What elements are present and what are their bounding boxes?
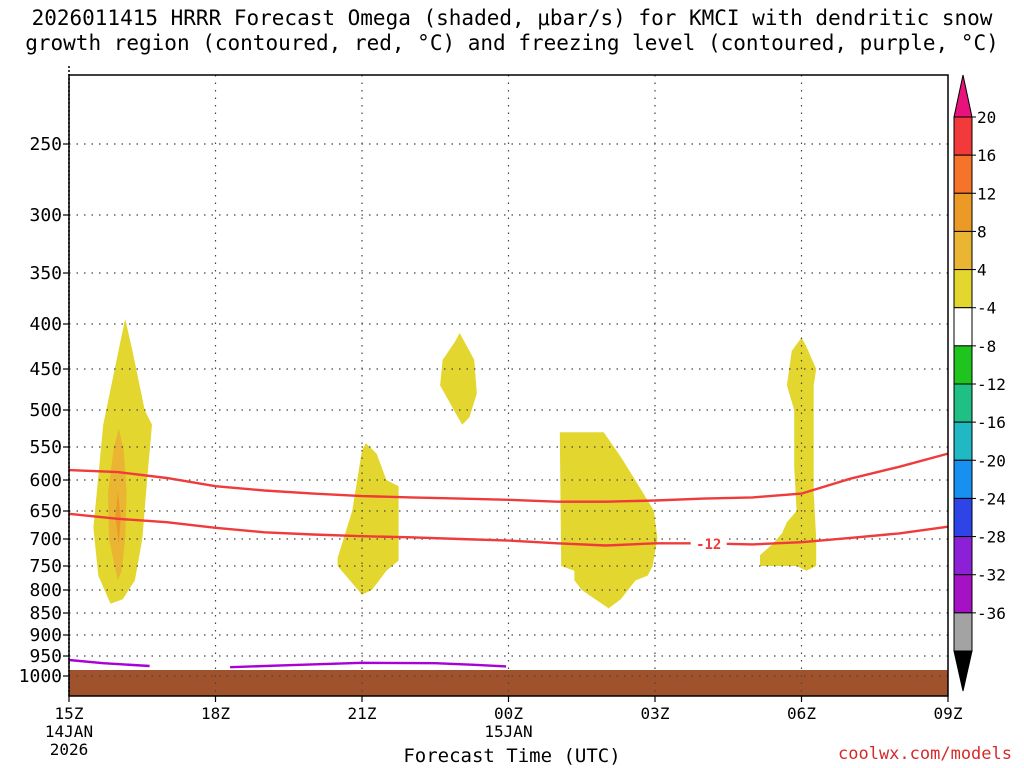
x-tick-label: 09Z [934,704,963,723]
contour-label-bg [690,535,727,551]
colorbar-top-arrow [953,74,973,118]
y-tick-label: 750 [29,556,62,577]
colorbar-swatch [953,421,973,461]
colorbar-label: 8 [977,222,987,241]
colorbar-swatch [953,116,973,156]
y-tick-label: 600 [29,470,62,491]
upward-motion-4-8 [760,337,817,571]
colorbar-swatch [953,192,973,232]
colorbar-swatch [953,497,973,538]
y-tick-label: 950 [29,646,62,667]
colorbar-label: -4 [977,299,996,318]
upward-motion-4-8 [440,333,477,425]
y-tick-label: 300 [29,205,62,226]
y-tick-label: 450 [29,359,62,380]
upward-motion-4-8 [337,443,399,595]
y-tick-label: 700 [29,529,62,550]
x-tick-date-label: 14JAN [45,722,93,741]
colorbar-swatch [953,345,973,385]
x-tick-year-label: 2026 [50,740,89,759]
colorbar-swatch [953,230,973,271]
colorbar-swatch [953,269,973,309]
colorbar-label: -24 [977,489,1006,508]
y-tick-label: 1000 [19,666,62,687]
colorbar-swatch [953,536,973,576]
plot-frame [68,74,949,697]
y-tick-label: 650 [29,501,62,522]
x-tick-date-label: 15JAN [484,722,532,741]
contour-label: -12 [696,537,721,553]
x-axis-title: Forecast Time (UTC) [403,745,621,767]
isotherm-lower-line [68,512,949,547]
y-tick-label: 850 [29,603,62,624]
colorbar-label: -12 [977,375,1006,394]
x-tick-label: 15Z [55,704,84,723]
site-credit: coolwx.com/models [838,744,1012,764]
x-tick-label: 21Z [348,704,377,723]
colorbar-swatch [953,612,973,652]
y-tick-label: 250 [29,134,62,155]
colorbar-label: -16 [977,413,1006,432]
colorbar-bottom-arrow [953,650,973,692]
colorbar-swatch [953,383,973,423]
colorbar-label: -28 [977,528,1006,547]
colorbar-label: -8 [977,337,996,356]
colorbar-label: -36 [977,604,1006,623]
axes: 2503003504004505005506006507007508008509… [19,66,963,759]
y-tick-label: 350 [29,263,62,284]
y-tick-label: 500 [29,400,62,421]
y-tick-label: 400 [29,314,62,335]
colorbar-label: 20 [977,108,996,127]
x-tick-label: 18Z [201,704,230,723]
chart-title: 2026011415 HRRR Forecast Omega (shaded, … [0,6,1024,56]
x-tick-label: 06Z [787,704,816,723]
x-tick-label: 03Z [641,704,670,723]
plot-area: -12 [68,75,949,696]
colorbar-swatch [953,459,973,499]
colorbar-swatch [953,307,973,347]
x-tick-label: 00Z [494,704,523,723]
y-tick-label: 800 [29,580,62,601]
colorbar-label: 16 [977,146,996,165]
freezing-level-line [230,661,507,669]
colorbar-label: 12 [977,184,996,203]
isotherm-upper-line [68,452,949,503]
freezing-level-line [68,658,150,668]
colorbar-label: -20 [977,451,1006,470]
colorbar-label: 4 [977,261,987,280]
y-tick-label: 900 [29,625,62,646]
colorbar-swatch [953,574,973,614]
title-line-1: 2026011415 HRRR Forecast Omega (shaded, … [31,6,993,30]
colorbar-swatch [953,154,973,194]
y-tick-label: 550 [29,437,62,458]
colorbar: 20 16 12 8 4 -4 -8 -12 -16 -20 -24 -28 -32 -36 [953,74,1006,692]
upward-motion-4-8 [559,432,658,609]
title-line-2: growth region (contoured, red, °C) and f… [25,31,999,55]
colorbar-label: -32 [977,566,1006,585]
